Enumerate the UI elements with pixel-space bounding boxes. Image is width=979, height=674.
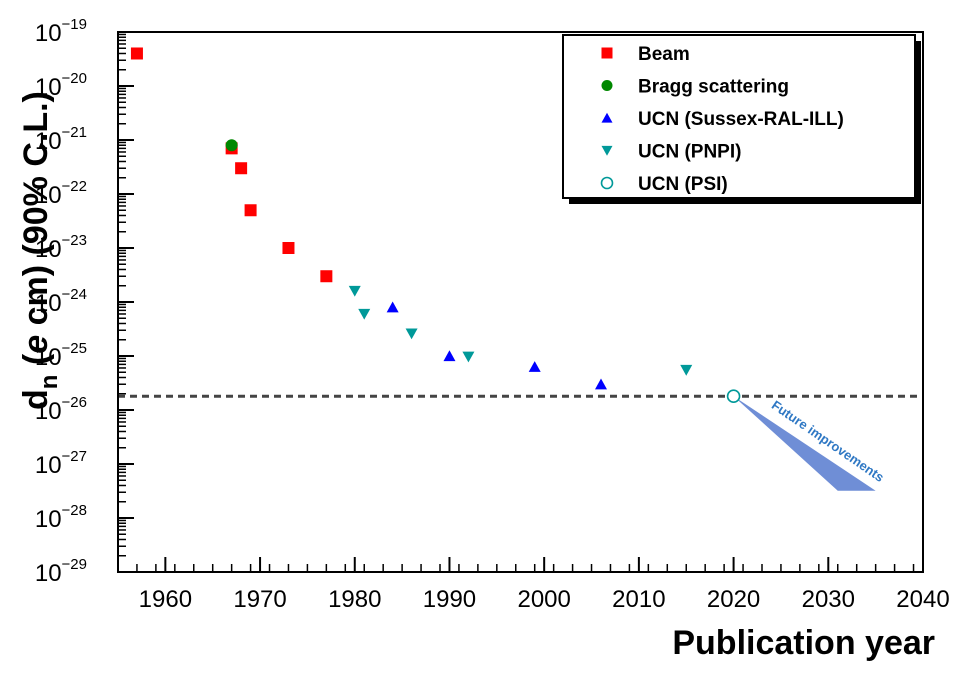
- data-point: [358, 308, 371, 320]
- x-tick-label: 2000: [517, 586, 570, 613]
- data-point: [130, 47, 143, 60]
- legend-label: Beam: [638, 44, 690, 65]
- y-tick-label: 10−26: [35, 394, 87, 425]
- x-tick-label: 2010: [612, 586, 665, 613]
- y-tick-label: 10−19: [35, 16, 87, 47]
- y-tick-label: 10−23: [35, 232, 87, 263]
- data-point: [282, 242, 295, 254]
- y-axis-ticks: 10−19 10−20 10−21 10−22 10−23 10−24 10−25 10−26…: [35, 16, 134, 587]
- x-tick-label: 1960: [139, 586, 192, 613]
- legend-marker: [601, 145, 613, 156]
- future-improvements-band: [733, 396, 876, 491]
- y-axis-title-italic: e: [17, 335, 55, 354]
- y-axis-title: dn (e cm) (90% C.L.): [17, 91, 63, 410]
- legend-marker: [601, 112, 613, 123]
- x-axis-ticks: 1960 1970 1980 1990 2000 2010 2020 2030 2040: [117, 557, 950, 613]
- legend: Beam Bragg scattering UCN (Sussex-RAL-ILL)…: [562, 34, 921, 204]
- y-tick-label: 10−28: [35, 502, 87, 533]
- data-point: [528, 361, 541, 372]
- data-point: [443, 350, 456, 362]
- x-tick-label: 2030: [802, 586, 855, 613]
- data-point: [405, 328, 418, 340]
- data-point: [348, 285, 361, 297]
- legend-box: [562, 34, 916, 199]
- x-tick-label: 1970: [233, 586, 286, 613]
- legend-label: UCN (Sussex-RAL-ILL): [638, 109, 844, 130]
- legend-marker: [600, 176, 614, 190]
- y-tick-label: 10−29: [35, 556, 87, 587]
- y-tick-label: 10−22: [35, 178, 87, 209]
- y-axis-title-rest: cm) (90% C.L.): [17, 91, 55, 335]
- y-tick-label: 10−20: [35, 70, 87, 101]
- y-axis-title-open: (: [17, 353, 55, 374]
- y-axis-title-sub: n: [36, 375, 63, 390]
- legend-items: Beam Bragg scattering UCN (Sussex-RAL-ILL)…: [600, 44, 844, 195]
- data-point: [462, 351, 475, 363]
- legend-label: Bragg scattering: [638, 77, 789, 98]
- data-point: [386, 301, 399, 313]
- y-tick-label: 10−27: [35, 448, 87, 479]
- data-point: [244, 204, 257, 217]
- legend-label: UCN (PSI): [638, 174, 728, 195]
- x-tick-label: 2020: [707, 586, 760, 613]
- data-point: [680, 364, 693, 376]
- x-tick-label: 1990: [423, 586, 476, 613]
- data-point: [595, 378, 607, 390]
- x-tick-label: 2040: [896, 586, 949, 613]
- y-tick-label: 10−24: [35, 286, 87, 317]
- y-tick-label: 10−21: [35, 124, 87, 155]
- data-point: [726, 389, 741, 404]
- x-axis-title: Publication year: [672, 624, 935, 662]
- x-tick-label: 1980: [328, 586, 381, 613]
- y-axis-title-main: d: [17, 389, 55, 410]
- legend-marker: [601, 80, 613, 91]
- data-points: [130, 47, 741, 404]
- future-improvements-layer: Future improvements: [733, 396, 887, 491]
- y-tick-label: 10−25: [35, 340, 87, 371]
- data-point: [225, 139, 238, 152]
- data-point: [320, 270, 333, 283]
- legend-marker: [601, 47, 613, 59]
- data-point: [235, 162, 248, 175]
- legend-label: UCN (PNPI): [638, 142, 741, 163]
